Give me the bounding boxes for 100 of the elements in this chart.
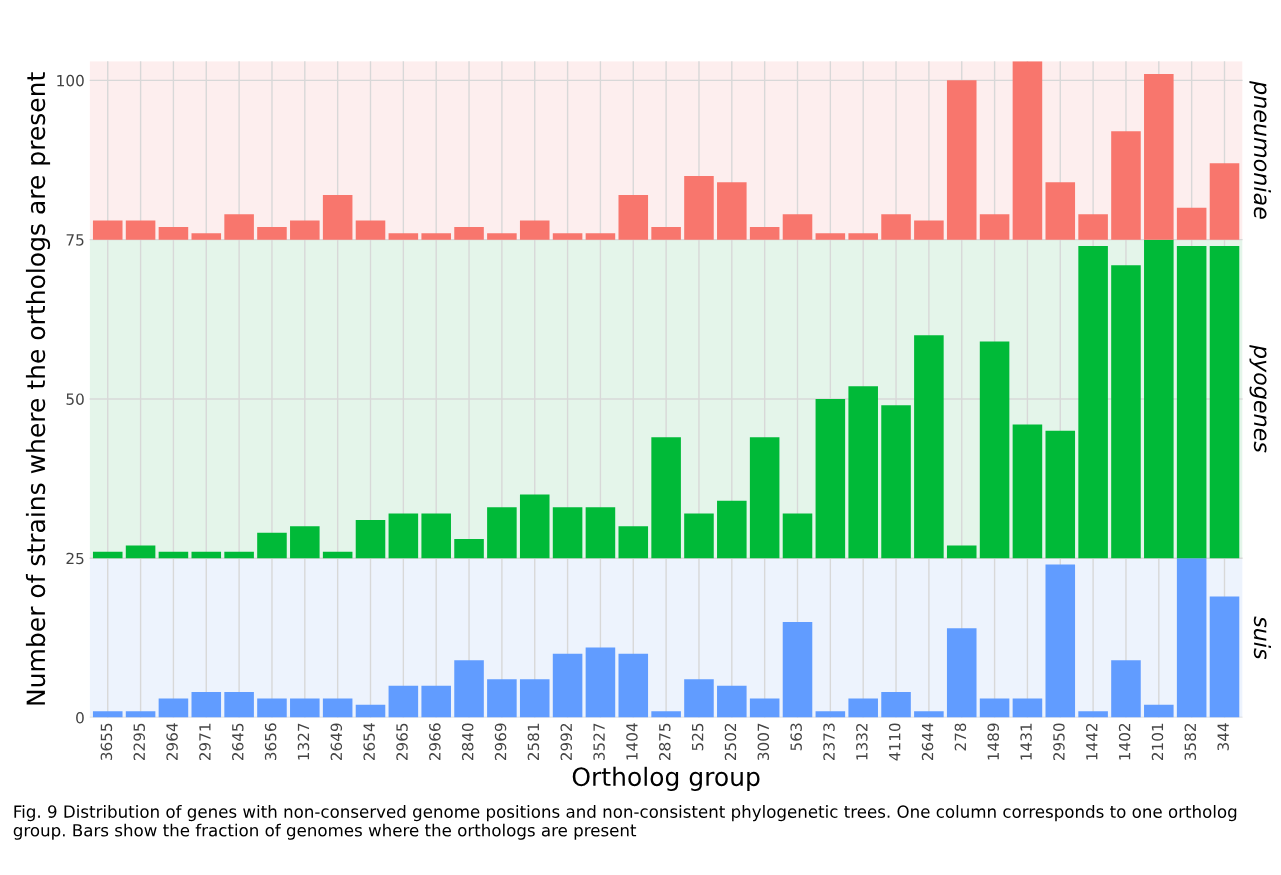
x-tick-label: 1489 xyxy=(987,723,1000,760)
bar xyxy=(322,195,353,240)
bar xyxy=(749,226,780,240)
band-label: pyogenes xyxy=(1249,344,1267,453)
x-tick-label: 4110 xyxy=(888,723,901,761)
bar xyxy=(552,233,583,240)
bar xyxy=(257,226,287,240)
bar xyxy=(914,220,944,240)
bar xyxy=(158,551,189,559)
y-tick-label: 0 xyxy=(76,711,84,724)
bar xyxy=(454,226,484,240)
x-tick-label: 563 xyxy=(790,723,802,751)
bar xyxy=(1045,182,1076,240)
bar xyxy=(290,220,320,240)
bar xyxy=(684,513,714,559)
bar xyxy=(1176,207,1207,240)
bar xyxy=(388,233,419,240)
bar xyxy=(519,220,550,240)
bar xyxy=(92,551,123,559)
bar xyxy=(487,507,517,559)
x-tick-label: 2971 xyxy=(199,723,211,761)
bar xyxy=(355,220,386,240)
bar xyxy=(388,685,419,718)
bar xyxy=(717,182,747,240)
bar xyxy=(487,679,517,718)
bar xyxy=(848,233,878,240)
bar xyxy=(322,551,353,559)
x-tick-label: 1402 xyxy=(1118,723,1131,760)
x-tick-label: 2644 xyxy=(921,723,934,761)
x-tick-label: 2502 xyxy=(724,723,737,761)
band-label: suis xyxy=(1253,616,1271,660)
bar xyxy=(848,386,878,559)
bar xyxy=(158,226,189,240)
bar xyxy=(224,692,254,718)
band-label: pneumoniae xyxy=(1249,81,1271,219)
bar xyxy=(1012,61,1043,240)
x-tick-label: 3527 xyxy=(593,723,605,761)
bar xyxy=(257,532,287,559)
bar xyxy=(290,526,320,559)
x-tick-label: 2950 xyxy=(1053,723,1065,761)
bar xyxy=(881,692,911,718)
bar xyxy=(1144,73,1174,240)
x-tick-label: 1431 xyxy=(1020,723,1032,760)
x-tick-label: 2295 xyxy=(133,723,146,761)
bar xyxy=(684,175,714,240)
bar xyxy=(618,526,649,559)
bar xyxy=(191,551,222,559)
bar xyxy=(585,233,616,240)
bar xyxy=(848,698,878,718)
bar xyxy=(92,220,123,240)
x-axis-title: Ortholog group xyxy=(572,766,760,791)
bar xyxy=(552,653,583,718)
bar xyxy=(585,647,616,718)
bar xyxy=(257,698,287,718)
bar xyxy=(1209,596,1240,718)
caption: Fig. 9 Distribution of genes with non-conserved genome positions and non-consistent phylogenetic trees. One column corresponds to one ortholog group. Bars show the fraction of genomes where the orthologs are present xyxy=(13,805,1237,840)
bar xyxy=(1209,246,1240,559)
bar xyxy=(355,519,386,559)
x-tick-label: 2654 xyxy=(363,723,375,761)
x-tick-label: 2581 xyxy=(527,723,540,761)
bar xyxy=(322,698,353,718)
bar xyxy=(92,711,123,718)
bar xyxy=(914,711,944,718)
bar xyxy=(1012,424,1043,559)
bar xyxy=(782,214,813,240)
bar xyxy=(979,214,1010,240)
bar xyxy=(519,679,550,718)
bar xyxy=(717,500,747,559)
bar xyxy=(651,437,681,559)
bar xyxy=(1078,214,1108,240)
bar xyxy=(191,692,222,718)
x-tick-label: 2649 xyxy=(330,723,343,761)
bar xyxy=(421,233,451,240)
bar xyxy=(388,513,419,559)
bar xyxy=(454,539,484,559)
y-tick-label: 100 xyxy=(57,74,84,87)
bar xyxy=(1176,558,1207,718)
y-tick-label: 50 xyxy=(66,393,84,405)
bar xyxy=(1209,163,1240,240)
bar xyxy=(815,711,846,718)
bar xyxy=(487,233,517,240)
x-tick-label: 1327 xyxy=(297,723,310,760)
bar xyxy=(454,660,484,718)
x-tick-label: 3655 xyxy=(100,723,113,761)
bar xyxy=(914,335,944,559)
bar xyxy=(946,80,977,240)
bar xyxy=(684,679,714,718)
bar xyxy=(224,214,254,240)
bar xyxy=(421,513,451,559)
bar xyxy=(717,685,747,718)
x-tick-label: 1332 xyxy=(856,723,868,760)
bar xyxy=(158,698,189,718)
bar xyxy=(815,398,846,559)
x-tick-label: 3007 xyxy=(757,723,770,761)
bar xyxy=(519,494,550,559)
bar xyxy=(618,195,649,240)
bar xyxy=(421,685,451,718)
x-tick-label: 2966 xyxy=(429,723,441,761)
bar xyxy=(1111,131,1141,240)
y-axis-title: Number of strains where the orthologs are present xyxy=(25,72,51,705)
